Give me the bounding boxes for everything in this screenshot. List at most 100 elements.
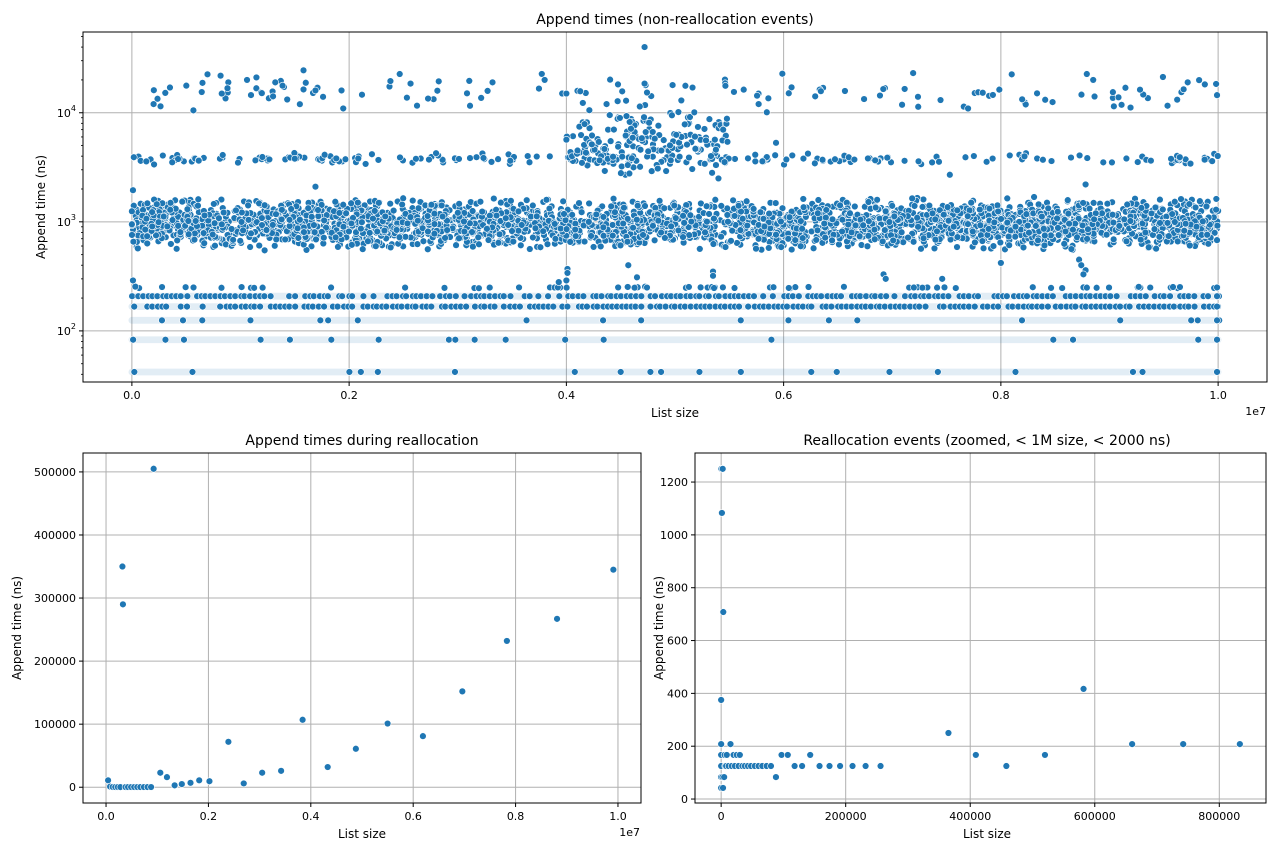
data-point	[751, 151, 759, 159]
data-point	[119, 600, 127, 609]
data-point	[396, 153, 404, 162]
bottom-left-y-tick-label: 500000	[34, 466, 76, 479]
bottom-left-grid	[83, 453, 641, 803]
data-point	[687, 217, 696, 226]
data-point	[994, 207, 1002, 216]
bottom-right-y-tick-label: 1200	[660, 476, 688, 489]
data-point	[643, 88, 651, 97]
data-point	[191, 229, 199, 238]
data-point	[239, 226, 247, 235]
data-point	[1103, 199, 1112, 208]
data-point	[1145, 243, 1153, 251]
data-point	[817, 292, 825, 300]
data-point	[529, 233, 537, 242]
data-point	[599, 223, 608, 232]
data-point	[918, 203, 927, 211]
data-point	[149, 465, 158, 473]
bottom-right-y-tick-label: 600	[667, 635, 688, 648]
bottom-right-ticks: 0 200000 400000 600000 800000 0 200 400 600 800 10…	[660, 476, 1240, 823]
data-point	[147, 783, 155, 791]
data-point	[844, 220, 852, 229]
data-point	[451, 368, 459, 376]
data-point	[729, 196, 737, 204]
data-point	[985, 204, 994, 213]
data-point	[1034, 200, 1043, 209]
data-point	[1123, 200, 1131, 209]
data-point	[624, 161, 632, 169]
data-point	[988, 154, 997, 163]
bottom-left-y-tick-label: 100000	[34, 718, 76, 731]
data-point	[156, 769, 165, 777]
data-point	[597, 242, 605, 251]
data-point	[210, 200, 218, 208]
data-point	[825, 762, 834, 770]
data-point	[486, 283, 494, 292]
data-point	[1146, 283, 1154, 292]
data-point	[509, 237, 517, 246]
data-point	[271, 242, 279, 250]
data-point	[443, 226, 451, 234]
data-point	[409, 196, 417, 205]
data-point	[562, 225, 571, 233]
data-point	[838, 227, 846, 236]
data-point	[645, 119, 653, 127]
data-point	[976, 205, 984, 214]
data-point	[495, 230, 504, 239]
data-point	[997, 215, 1005, 223]
data-point	[749, 205, 758, 213]
data-point	[666, 141, 674, 150]
data-point	[424, 227, 432, 236]
data-point	[599, 336, 608, 344]
data-point	[712, 146, 720, 154]
data-point	[1181, 219, 1190, 228]
data-point	[327, 283, 335, 292]
data-point	[1168, 210, 1176, 218]
data-point	[466, 154, 474, 162]
data-point	[414, 204, 423, 212]
bottom-left-x-tick-label: 0.0	[97, 810, 115, 823]
data-point	[836, 762, 844, 770]
bottom-left-x-tick-label: 1.0	[609, 810, 627, 823]
data-point	[472, 153, 481, 161]
bottom-left-x-tick-label: 0.2	[200, 810, 218, 823]
data-point	[695, 292, 704, 300]
bottom-right-grid	[695, 453, 1266, 803]
data-point	[651, 135, 659, 143]
data-point	[636, 163, 644, 171]
data-point	[674, 108, 683, 116]
data-point	[642, 128, 650, 136]
data-point	[1029, 283, 1037, 291]
data-point	[876, 91, 884, 100]
data-point	[978, 237, 987, 245]
data-point	[882, 292, 890, 300]
data-point	[1047, 157, 1056, 165]
data-point	[150, 160, 158, 169]
data-point	[458, 687, 467, 696]
data-point	[260, 292, 269, 300]
data-point	[203, 70, 212, 79]
data-point	[585, 106, 594, 114]
data-point	[740, 85, 748, 94]
data-point	[607, 202, 615, 211]
data-point	[200, 239, 208, 247]
bottom-right-y-tick-label: 200	[667, 740, 688, 753]
data-point	[1190, 292, 1199, 300]
data-point	[696, 283, 705, 292]
data-point	[166, 199, 175, 207]
data-point	[772, 139, 780, 147]
data-point	[765, 244, 773, 252]
data-point	[373, 227, 381, 236]
data-point	[711, 135, 719, 144]
data-point	[128, 292, 136, 300]
data-point	[944, 292, 953, 300]
data-point	[637, 302, 646, 311]
data-point	[298, 716, 307, 724]
data-point	[1134, 158, 1142, 166]
data-point	[971, 238, 979, 247]
data-point	[719, 608, 727, 616]
data-point	[452, 241, 460, 249]
data-point	[606, 137, 615, 145]
data-point	[1187, 316, 1195, 325]
bottom-right-y-tick-label: 1000	[660, 529, 688, 542]
data-point	[685, 231, 693, 239]
